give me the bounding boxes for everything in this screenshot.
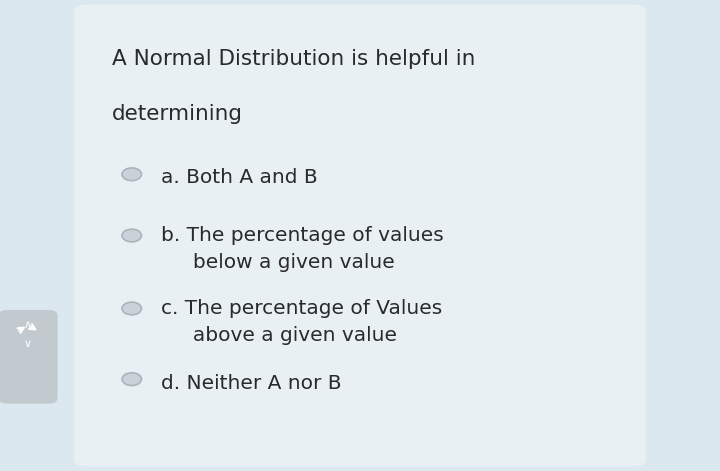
Circle shape	[122, 168, 141, 180]
FancyBboxPatch shape	[0, 310, 58, 404]
Text: c. The percentage of Values
     above a given value: c. The percentage of Values above a give…	[161, 299, 442, 345]
FancyBboxPatch shape	[74, 5, 646, 466]
Text: d. Neither A nor B: d. Neither A nor B	[161, 374, 341, 393]
Circle shape	[122, 302, 141, 315]
Circle shape	[122, 373, 141, 385]
Text: ∧: ∧	[24, 320, 32, 330]
Text: ∨: ∨	[24, 339, 32, 349]
Text: b. The percentage of values
     below a given value: b. The percentage of values below a give…	[161, 226, 444, 272]
Text: A Normal Distribution is helpful in: A Normal Distribution is helpful in	[112, 49, 476, 69]
Text: determining: determining	[112, 104, 243, 123]
Text: a. Both A and B: a. Both A and B	[161, 168, 318, 187]
Circle shape	[122, 229, 141, 242]
